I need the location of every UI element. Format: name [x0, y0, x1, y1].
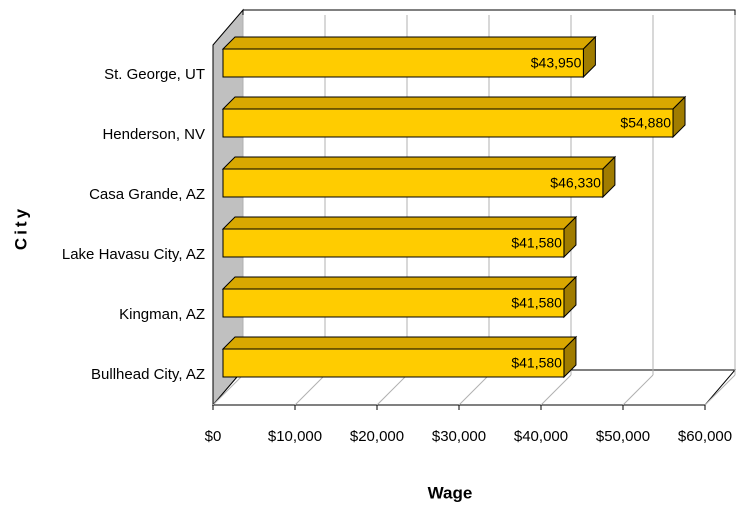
y-tick-label: Lake Havasu City, AZ	[62, 246, 205, 263]
bar-top	[221, 156, 617, 170]
bar-top	[221, 336, 578, 350]
bar-top	[221, 216, 578, 230]
y-tick-label: Casa Grande, AZ	[89, 186, 205, 203]
x-tick-label: $50,000	[596, 428, 650, 445]
x-axis-title: Wage	[428, 483, 473, 502]
x-tick-label: $10,000	[268, 428, 322, 445]
grid-line	[540, 374, 572, 406]
y-tick-label: St. George, UT	[104, 66, 205, 83]
grid-line	[458, 374, 490, 406]
bar	[222, 48, 584, 78]
bar	[222, 108, 674, 138]
grid-line	[622, 374, 654, 406]
y-tick-label: Kingman, AZ	[119, 306, 205, 323]
value-label: $43,950	[531, 55, 582, 71]
bar-top	[221, 36, 597, 50]
x-tick-label: $0	[205, 428, 222, 445]
x-tick-label: $30,000	[432, 428, 486, 445]
value-label: $41,580	[511, 295, 562, 311]
value-label: $41,580	[511, 355, 562, 371]
grid-line	[704, 374, 736, 406]
bar-top	[221, 96, 687, 110]
value-label: $41,580	[511, 235, 562, 251]
y-tick-label: Bullhead City, AZ	[91, 366, 205, 383]
x-tick-label: $40,000	[514, 428, 568, 445]
bar	[222, 168, 604, 198]
x-tick-label: $60,000	[678, 428, 732, 445]
grid-line	[294, 374, 326, 406]
bar-top	[221, 276, 578, 290]
grid-line	[212, 374, 244, 406]
bar	[222, 228, 565, 258]
x-tick-label: $20,000	[350, 428, 404, 445]
value-label: $54,880	[620, 115, 671, 131]
value-label: $46,330	[550, 175, 601, 191]
bar	[222, 288, 565, 318]
grid-line	[376, 374, 408, 406]
y-tick-label: Henderson, NV	[102, 126, 205, 143]
y-axis-title: City	[11, 206, 30, 250]
bar	[222, 348, 565, 378]
